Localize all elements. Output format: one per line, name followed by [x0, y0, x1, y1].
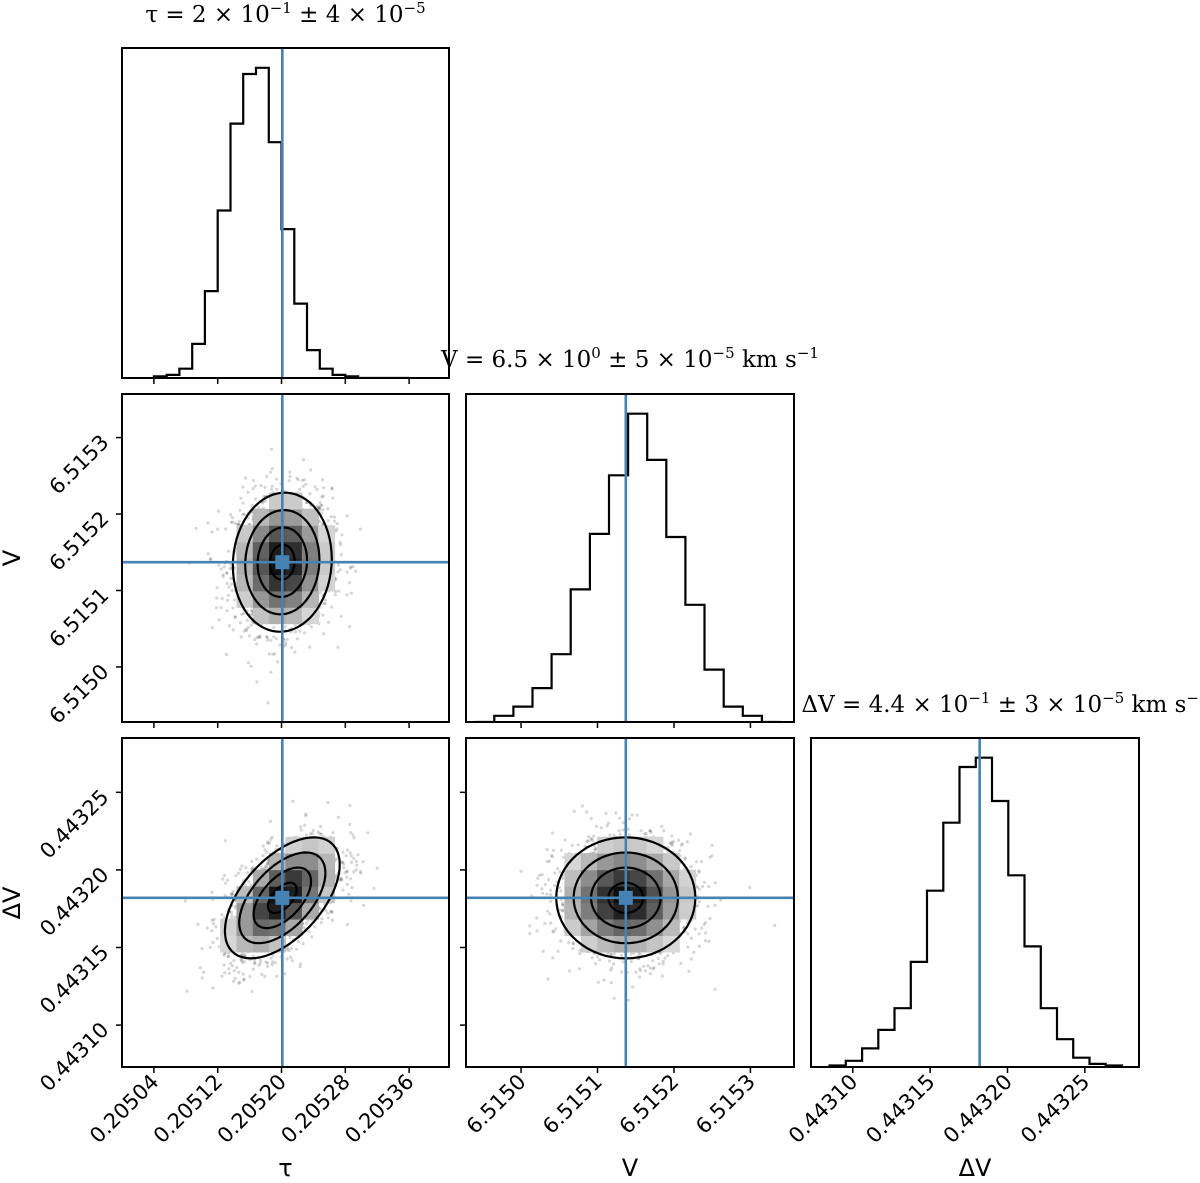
- x-tick-label: 6.5152: [615, 1070, 684, 1139]
- contour-0.5sigma: [266, 881, 298, 915]
- histogram-tau: [152, 66, 410, 378]
- histogram-V: [475, 412, 781, 722]
- contour-2sigma: [231, 491, 333, 633]
- y-tick-label: 0.44320: [35, 862, 113, 940]
- panel-frame: [810, 737, 1140, 1068]
- panel-frame: [465, 393, 795, 723]
- panel-tau-vs-V: 6.5150 6.5151 6.5152 6.5153 V: [0, 393, 450, 729]
- panel-frame: [465, 737, 795, 1068]
- y-tick-label: 0.44310: [35, 1018, 113, 1096]
- truth-marker: [618, 890, 633, 905]
- histogram-dV: [828, 756, 1124, 1067]
- y-tick-label: 6.5150: [45, 660, 114, 729]
- y-tick-label: 6.5151: [45, 583, 114, 652]
- title-dV: ΔV = 4.4 × 10−1 ± 3 × 10−5 km s−1: [801, 689, 1200, 718]
- x-tick-label: 0.20512: [149, 1070, 227, 1148]
- y-tick-label: 0.44325: [35, 785, 113, 863]
- y-axis-label-dV: ΔV: [0, 886, 26, 919]
- title-tau: τ = 2 × 10−1 ± 4 × 10−5: [145, 0, 425, 28]
- contour-1.5sigma: [238, 851, 327, 945]
- contours: [231, 491, 333, 633]
- y-tick-label: 6.5153: [45, 430, 114, 499]
- panel-tau-histogram: τ = 2 × 10−1 ± 4 × 10−5: [121, 0, 450, 384]
- y-tick-label: 6.5152: [45, 507, 114, 576]
- contour-1sigma: [252, 866, 313, 930]
- y-axis-label-V: V: [0, 549, 26, 566]
- panel-V-histogram: V = 6.5 × 100 ± 5 × 10−5 km s−1: [440, 344, 819, 728]
- x-tick-label: 0.44310: [784, 1070, 862, 1148]
- x-tick-label: 6.5150: [462, 1070, 531, 1139]
- contours: [223, 836, 341, 960]
- panel-frame: [121, 47, 450, 379]
- truth-marker: [275, 555, 290, 570]
- contour-1sigma: [256, 526, 309, 599]
- x-tick-label: 6.5151: [538, 1070, 607, 1139]
- panel-V-vs-dV: 6.5150 6.5151 6.5152 6.5153 V: [460, 737, 795, 1182]
- contour-1.5sigma: [244, 509, 321, 616]
- x-tick-label: 0.20536: [340, 1070, 418, 1148]
- panel-frame: [121, 393, 450, 723]
- x-tick-label: 0.44325: [1016, 1070, 1094, 1148]
- x-tick-label: 6.5153: [691, 1070, 760, 1139]
- contour-2sigma: [223, 836, 341, 960]
- panel-frame: [121, 737, 450, 1068]
- x-tick-label: 0.20504: [85, 1070, 163, 1148]
- truth-marker: [275, 890, 290, 905]
- x-tick-label: 0.20520: [213, 1070, 291, 1148]
- x-tick-label: 0.44315: [861, 1070, 939, 1148]
- x-tick-label: 0.20528: [276, 1070, 354, 1148]
- x-tick-label: 0.44320: [939, 1070, 1017, 1148]
- x-axis-label-dV: ΔV: [959, 1154, 992, 1182]
- title-V: V = 6.5 × 100 ± 5 × 10−5 km s−1: [440, 344, 819, 373]
- x-axis-label-tau: τ: [278, 1154, 292, 1182]
- y-tick-label: 0.44315: [35, 940, 113, 1018]
- x-axis-label-V: V: [622, 1154, 639, 1182]
